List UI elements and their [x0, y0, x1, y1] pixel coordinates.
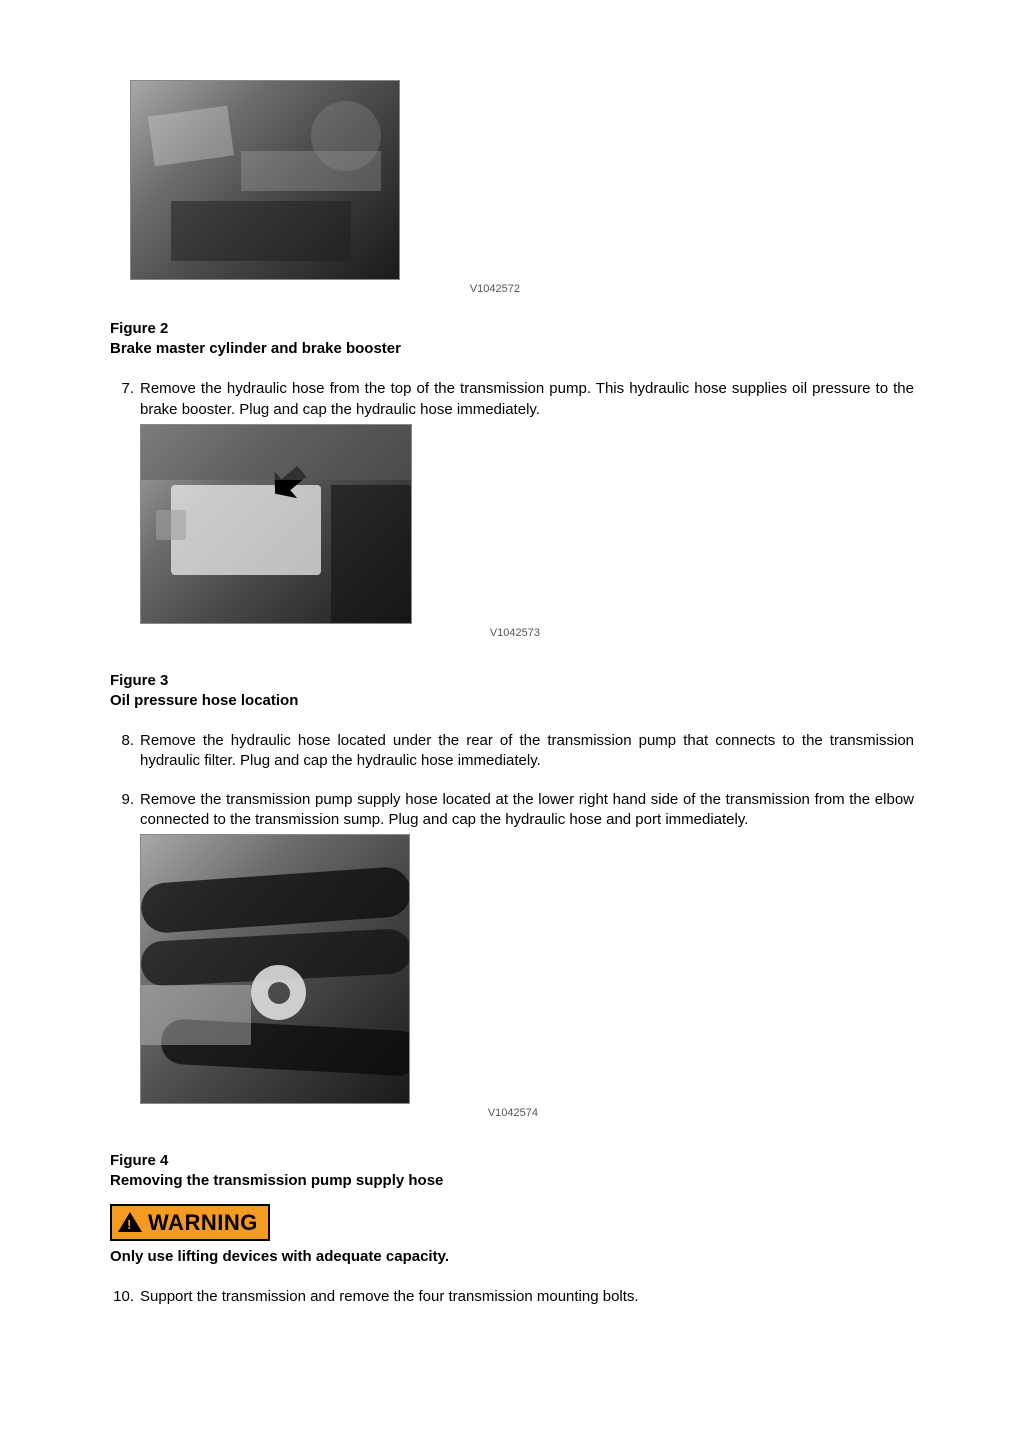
figure-3-block: V1042573: [140, 424, 914, 641]
step-9-body: Remove the transmission pump supply hose…: [140, 790, 914, 1129]
step-7-num: 7: [110, 379, 140, 648]
figure-4-block: V1042574: [140, 834, 914, 1121]
figure-3-photo: [140, 424, 412, 624]
step-7-body: Remove the hydraulic hose from the top o…: [140, 379, 914, 648]
figure-2-block: V1042572 Figure 2 Brake master cylinder …: [110, 80, 914, 359]
figure-2-caption: Figure 2 Brake master cylinder and brake…: [110, 319, 914, 360]
warning-block: WARNING Only use lifting devices with ad…: [110, 1198, 914, 1268]
warning-note: Only use lifting devices with adequate c…: [110, 1247, 914, 1267]
step-7: 7 Remove the hydraulic hose from the top…: [110, 379, 914, 648]
step-10-num: 10: [110, 1287, 140, 1307]
figure-3-label: Figure 3: [110, 671, 914, 691]
step-9-num: 9: [110, 790, 140, 1129]
step-8: 8 Remove the hydraulic hose located unde…: [110, 731, 914, 772]
figure-4-label: Figure 4: [110, 1151, 914, 1171]
figure-2-imgid: V1042572: [130, 282, 520, 297]
figure-2-title: Brake master cylinder and brake booster: [110, 339, 914, 359]
warning-box: WARNING: [110, 1204, 270, 1242]
step-10: 10 Support the transmission and remove t…: [110, 1287, 914, 1307]
figure-3-imgid: V1042573: [140, 626, 540, 641]
warning-triangle-icon: [118, 1212, 142, 1232]
figure-4-imgid: V1042574: [140, 1106, 538, 1121]
figure-4-title: Removing the transmission pump supply ho…: [110, 1171, 914, 1191]
figure-3-title: Oil pressure hose location: [110, 691, 914, 711]
step-10-text: Support the transmission and remove the …: [140, 1287, 914, 1307]
figure-4-photo: [140, 834, 410, 1104]
step-8-text: Remove the hydraulic hose located under …: [140, 731, 914, 772]
figure-4-caption: Figure 4 Removing the transmission pump …: [110, 1151, 914, 1192]
figure-2-label: Figure 2: [110, 319, 914, 339]
step-7-text: Remove the hydraulic hose from the top o…: [140, 380, 914, 417]
step-9: 9 Remove the transmission pump supply ho…: [110, 790, 914, 1129]
figure-2-photo: [130, 80, 400, 280]
step-9-text: Remove the transmission pump supply hose…: [140, 791, 914, 828]
step-8-num: 8: [110, 731, 140, 772]
figure-3-caption: Figure 3 Oil pressure hose location: [110, 671, 914, 712]
warning-label: WARNING: [148, 1208, 258, 1238]
